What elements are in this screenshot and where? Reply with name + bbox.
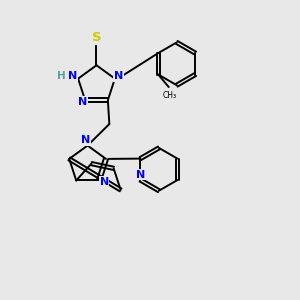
Text: N: N [68, 71, 77, 81]
Text: N: N [136, 170, 145, 180]
Text: N: N [100, 177, 109, 187]
Text: S: S [92, 32, 101, 44]
Text: N: N [82, 135, 91, 145]
Text: N: N [78, 97, 87, 107]
Text: CH₃: CH₃ [163, 91, 177, 100]
Text: H: H [57, 71, 66, 81]
Text: N: N [114, 71, 123, 81]
